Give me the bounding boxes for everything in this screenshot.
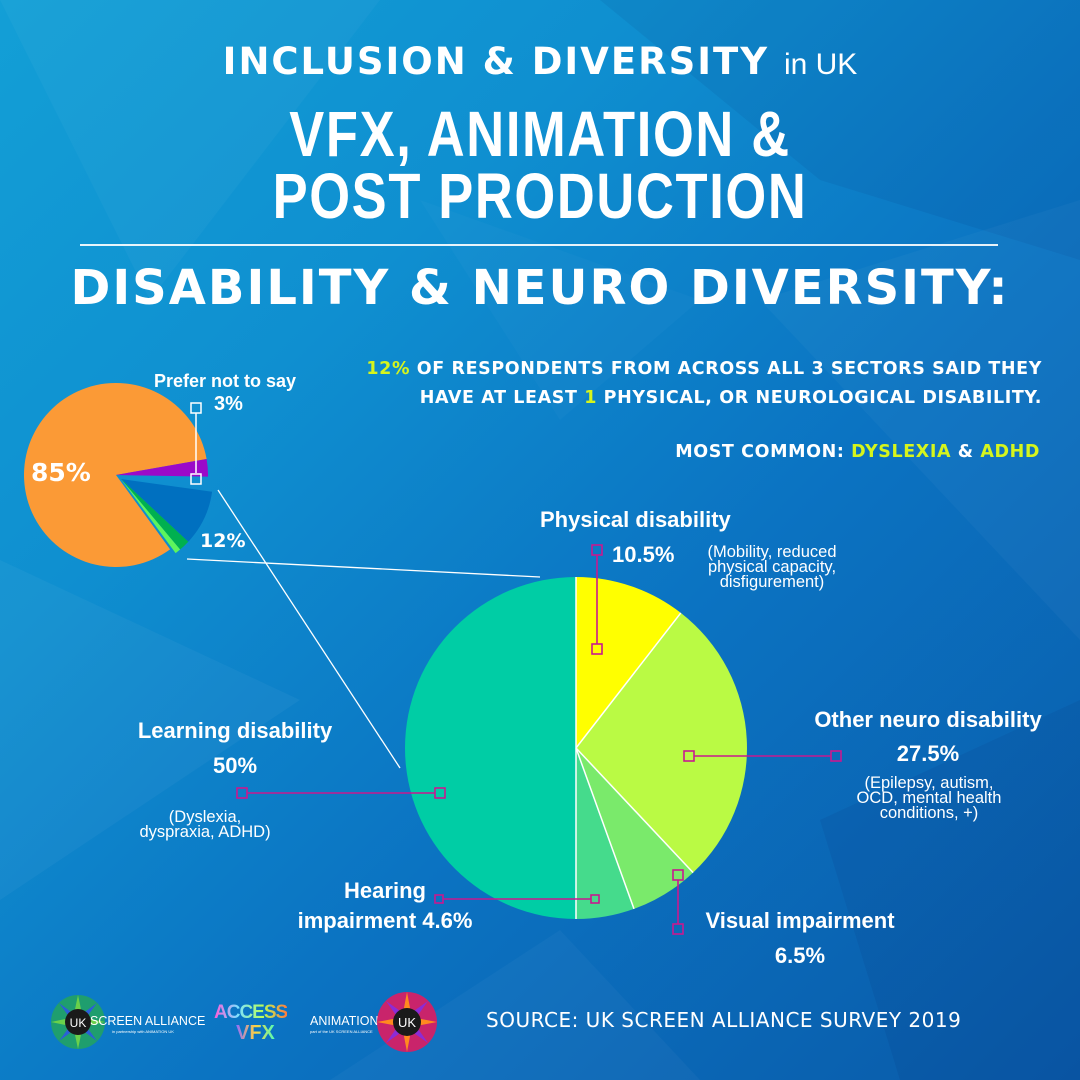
desc-line: disfigurement) (719, 573, 825, 591)
slice-other-neuro (576, 612, 747, 873)
desc-physical-disability: (Mobility, reduced physical capacity, di… (694, 543, 850, 591)
kicker-title: INCLUSION & DIVERSITY in UK (0, 40, 1080, 83)
slice-disability-green (121, 479, 189, 550)
leader-marker (190, 473, 202, 485)
desc-line: (Mobility, reduced (707, 543, 837, 561)
slice-visual-impairment (576, 748, 694, 909)
most-common: MOST COMMON: DYSLEXIA & ADHD (675, 442, 1040, 462)
slice-disability-blue (121, 479, 213, 542)
most-common-adhd: ADHD (980, 442, 1040, 462)
desc-line: conditions, +) (879, 804, 979, 822)
stat-line-1: 12% OF RESPONDENTS FROM ACROSS ALL 3 SEC… (366, 355, 1042, 384)
label-hearing-impairment: Hearing impairment 4.6% (290, 876, 480, 936)
logo2-line2: VFX (236, 1022, 275, 1044)
source-citation: SOURCE: UK SCREEN ALLIANCE SURVEY 2019 (486, 1008, 962, 1032)
slice-hearing-impairment (576, 748, 634, 920)
main-title-line1: VFX, ANIMATION & (289, 98, 791, 170)
leader-lines (236, 544, 842, 935)
most-common-label: MOST COMMON: (675, 442, 852, 462)
logo3-sub: part of the UK SCREEN ALLIANCE (310, 1029, 373, 1034)
stat-line2-num: 1 (584, 388, 597, 408)
desc-line: physical capacity, (707, 558, 837, 576)
stat-line2-post: PHYSICAL, OR NEUROLOGICAL DISABILITY. (596, 388, 1042, 408)
slice-no-disability (23, 382, 207, 567)
connector-line (186, 558, 541, 578)
hearing-line1: Hearing (344, 878, 426, 903)
label-physical-disability: Physical disability (540, 507, 731, 532)
main-title: VFX, ANIMATION & POST PRODUCTION (97, 98, 983, 232)
value-disability: 12% (200, 530, 246, 552)
main-title-line2: POST PRODUCTION (272, 160, 808, 232)
stat-highlight-pct: 12% (366, 359, 411, 379)
breakdown-pie (236, 544, 842, 935)
label-learning-disability: Learning disability (137, 718, 333, 743)
overview-pie (23, 382, 213, 567)
logo2-line1: ACCESS (214, 1002, 288, 1023)
value-learning-disability: 50% (212, 753, 258, 778)
logo-uk-screen-alliance: UK SCREEN ALLIANCE in partnership with A… (50, 994, 222, 1050)
most-common-dyslexia: DYSLEXIA (851, 442, 952, 462)
starburst-icon: UK (51, 995, 105, 1049)
label-prefer-not-to-say: Prefer not to say (154, 371, 297, 391)
title-divider (80, 244, 998, 246)
connector-line (217, 489, 401, 769)
desc-line: OCD, mental health (856, 789, 1002, 807)
value-prefer-not-to-say: 3% (214, 393, 243, 415)
stat-line-2: HAVE AT LEAST 1 PHYSICAL, OR NEUROLOGICA… (366, 384, 1042, 413)
kicker-text: INCLUSION & DIVERSITY (222, 40, 770, 83)
stat-line1-text: OF RESPONDENTS FROM ACROSS ALL 3 SECTORS… (410, 359, 1042, 379)
logo-access-vfx: ACCESS VFX (214, 1002, 294, 1048)
value-physical-disability: 10.5% (612, 542, 675, 567)
most-common-and: & (951, 442, 981, 462)
desc-learning-disability: (Dyslexia, dyspraxia, ADHD) (120, 808, 290, 841)
stat-statement: 12% OF RESPONDENTS FROM ACROSS ALL 3 SEC… (366, 355, 1042, 413)
logo3-name: ANIMATION (310, 1014, 379, 1028)
logo-animation-uk: ANIMATION part of the UK SCREEN ALLIANCE… (310, 992, 440, 1052)
hearing-line2: impairment 4.6% (297, 908, 473, 933)
slice-separators (575, 577, 694, 919)
starburst-icon: UK (377, 992, 437, 1052)
leader-marker (190, 402, 202, 414)
svg-text:UK: UK (70, 1016, 87, 1030)
value-other-neuro: 27.5% (896, 741, 960, 766)
slice-prefer-not-to-say (116, 459, 209, 477)
kicker-suffix: in UK (783, 48, 858, 81)
slice-disability-group (121, 479, 213, 554)
slice-physical-disability (576, 577, 681, 748)
stat-line2-pre: HAVE AT LEAST (419, 388, 585, 408)
desc-line: (Dyslexia, (168, 808, 242, 826)
desc-other-neuro: (Epilepsy, autism, OCD, mental health co… (826, 774, 1032, 822)
svg-text:UK: UK (398, 1015, 416, 1030)
value-no-disability: 85% (31, 458, 91, 487)
label-other-neuro: Other neuro disability (814, 707, 1042, 732)
logo1-sub: in partnership with ANIMATION UK (112, 1029, 174, 1034)
value-visual-impairment: 6.5% (774, 943, 826, 968)
logo1-name: SCREEN ALLIANCE (90, 1014, 206, 1028)
desc-line: dyspraxia, ADHD) (139, 823, 271, 841)
section-subtitle: DISABILITY & NEURO DIVERSITY: (70, 260, 1010, 316)
desc-line: (Epilepsy, autism, (864, 774, 994, 792)
slice-disability-lightgreen (121, 479, 181, 554)
slice-learning-disability (405, 577, 576, 919)
label-visual-impairment: Visual impairment (705, 908, 895, 933)
